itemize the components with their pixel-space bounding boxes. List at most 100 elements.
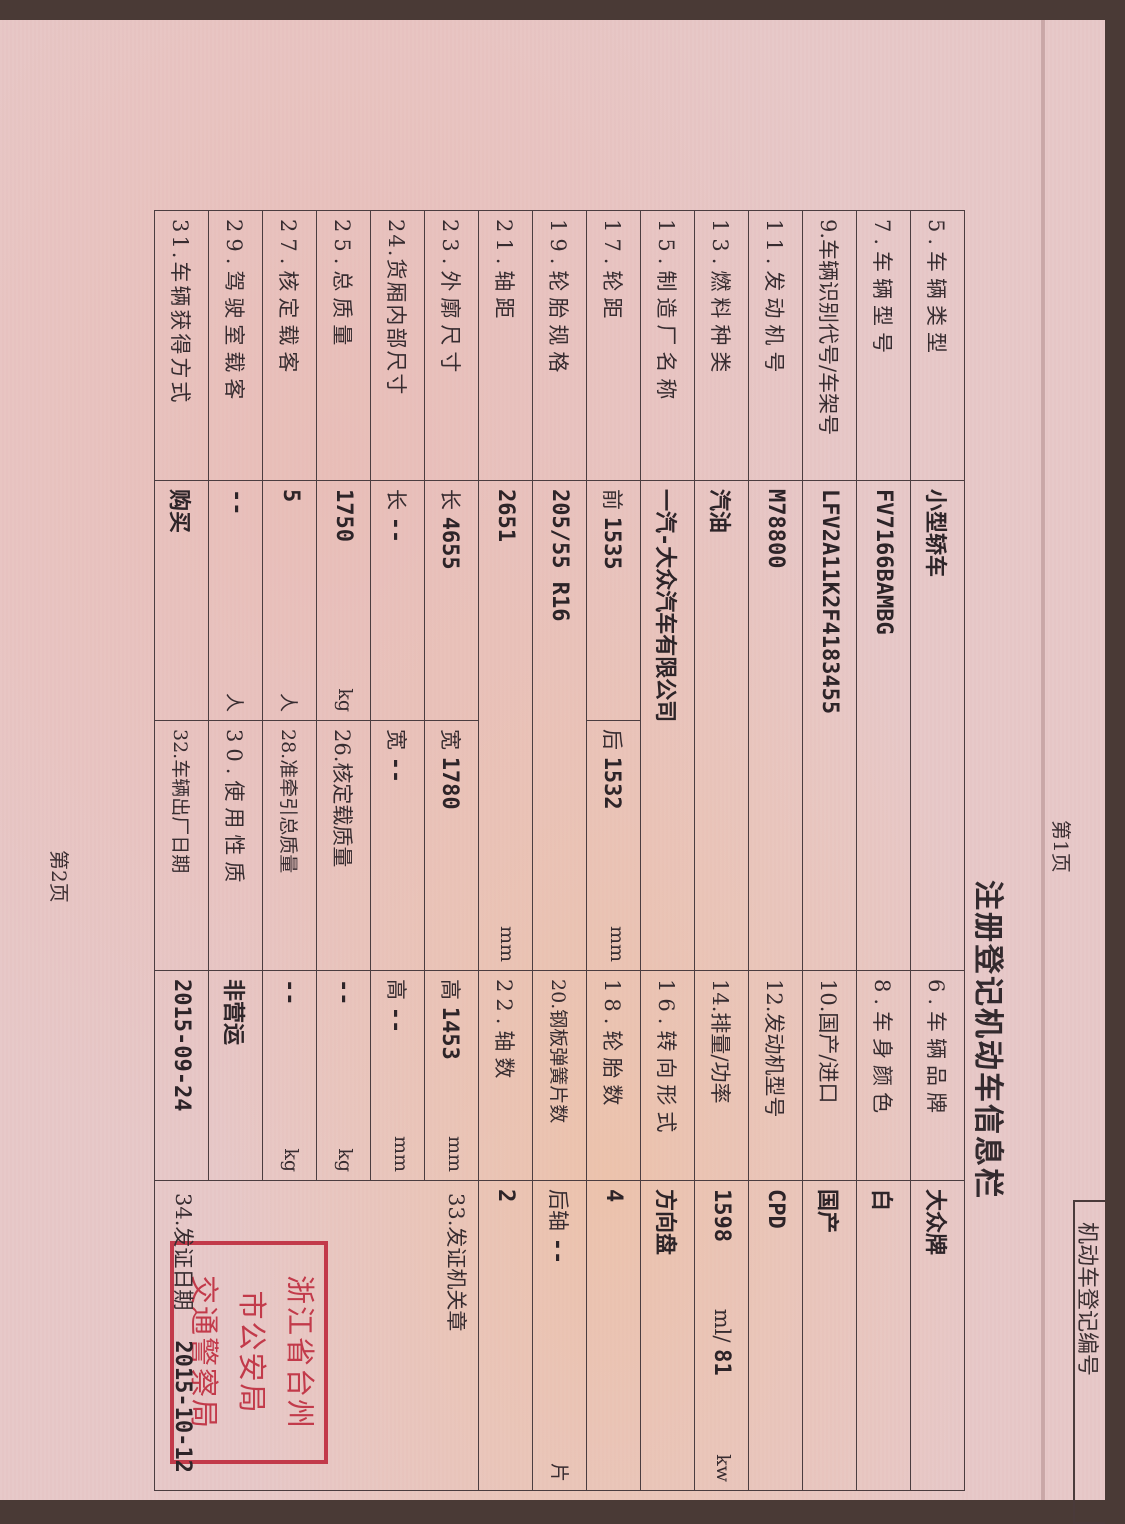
cargo-width: 宽 -- (370, 720, 425, 971)
leaf-spring-value: -- (545, 1237, 571, 1265)
acquisition-value: 购买 (154, 480, 209, 721)
height-value: 1453 (437, 1006, 463, 1060)
engine-no-value: M78800 (748, 480, 803, 971)
rated-load: -- kg (316, 970, 371, 1181)
unit: kw (712, 1454, 734, 1483)
engine-model-value: CPD (748, 1180, 803, 1491)
towing-mass: -- kg (262, 970, 317, 1181)
usage-value: 非营运 (208, 970, 263, 1181)
unit: kg (334, 688, 356, 712)
field-label: 19.轮胎规格 (532, 210, 587, 481)
width-value: 1780 (437, 756, 463, 810)
tire-spec-value: 205/55 R16 (532, 480, 587, 971)
wheelbase: 2651 mm (478, 480, 533, 971)
displacement-value: 1598 (709, 1189, 734, 1242)
table-row: 5.车辆类型 小型轿车 6.车辆品牌 大众牌 (910, 210, 965, 1491)
unit: mm (606, 925, 629, 963)
page-fold (1041, 20, 1045, 1500)
gross-mass-value: 1750 (331, 489, 356, 542)
length: 长 4655 (424, 480, 479, 721)
table-row: 17.轮距 前 1535 后 1532 mm 18.轮胎数 4 (586, 210, 641, 1491)
axle-count-value: 2 (478, 1180, 533, 1491)
unit: 人 (277, 692, 299, 712)
cargo-height: 高 -- mm (370, 970, 425, 1181)
field-label: 5.车辆类型 (910, 210, 965, 481)
cab-passengers: -- 人 (208, 480, 263, 721)
table-row: 21.轴距 2651 mm 22.轴数 2 (478, 210, 533, 1491)
width-label: 宽 (438, 729, 463, 750)
length-label: 长 (438, 489, 463, 510)
length-label: 长 (384, 489, 409, 510)
unit: mm (390, 1135, 413, 1173)
table-row: 15.制造厂名称 一汽-大众汽车有限公司 16.转向形式 方向盘 (640, 210, 695, 1491)
seal-line: 浙江省台州 (283, 1275, 317, 1431)
field-label: 18.轮胎数 (586, 970, 641, 1181)
cargo-height-value: -- (383, 1006, 409, 1034)
field-label: 27.核定载客 (262, 210, 317, 481)
fuel-value: 汽油 (694, 480, 749, 971)
field-label: 13.燃料种类 (694, 210, 749, 481)
rated-load-value: -- (331, 979, 356, 1006)
table-row: 19.轮胎规格 205/55 R16 20.钢板弹簧片数 后轴 -- 片 (532, 210, 587, 1491)
passengers-value: 5 (278, 489, 303, 503)
width: 宽 1780 (424, 720, 479, 971)
power-value: 81 (709, 1349, 734, 1376)
height-label: 高 (438, 979, 463, 1001)
field-label: 6.车辆品牌 (910, 970, 965, 1181)
issue-date-label: 34.发证日期 (171, 1193, 195, 1311)
field-label: 28.准牵引总质量 (262, 720, 317, 971)
field-label: 10.国产/进口 (802, 970, 857, 1181)
cab-passengers-value: -- (224, 489, 249, 516)
field-label: 30.使用性质 (208, 720, 263, 971)
color-value: 白 (856, 1180, 911, 1491)
vehicle-info-table: 5.车辆类型 小型轿车 6.车辆品牌 大众牌 7.车辆型号 FV7166BAMB… (154, 210, 965, 1491)
unit: kg (334, 1148, 356, 1173)
brand-value: 大众牌 (910, 1180, 965, 1491)
field-label: 8.车身颜色 (856, 970, 911, 1181)
field-label: 24.货厢内部尺寸 (370, 210, 425, 481)
field-label: 25.总质量 (316, 210, 371, 481)
vehicle-type-value: 小型轿车 (910, 480, 965, 971)
field-label: 12.发动机型号 (748, 970, 803, 1181)
displacement-power: 1598 ml/ 81 kw (694, 1180, 749, 1491)
field-label: 26.核定载质量 (316, 720, 371, 971)
table-row: 13.燃料种类 汽油 14.排量/功率 1598 ml/ 81 kw (694, 210, 749, 1491)
table-row: 9.车辆识别代号/车架号 LFV2A11K2F4183455 10.国产/进口 … (802, 210, 857, 1491)
issue-date-value: 2015-10-12 (170, 1340, 195, 1473)
axle-label: 后轴 (546, 1189, 571, 1232)
rear-track-value: 1532 (599, 756, 625, 810)
cargo-width-value: -- (383, 756, 409, 784)
table-row: 11.发动机号 M78800 12.发动机型号 CPD (748, 210, 803, 1491)
seal-line: 市公安局 (235, 1290, 269, 1415)
field-label: 21.轴距 (478, 210, 533, 481)
field-label: 15.制造厂名称 (640, 210, 695, 481)
field-label: 16.转向形式 (640, 970, 695, 1181)
registration-number-label: 机动车登记编号 (1074, 1222, 1099, 1377)
page-number-2: 第2页 (47, 850, 71, 903)
field-label: 31.车辆获得方式 (154, 210, 209, 481)
unit: mm (496, 925, 518, 963)
cargo-length: 长 -- (370, 480, 425, 721)
field-label: 17.轮距 (586, 210, 641, 481)
wheelbase-value: 2651 (493, 489, 518, 542)
steering-value: 方向盘 (640, 1180, 695, 1491)
length-value: 4655 (437, 516, 463, 570)
unit: kg (280, 1148, 302, 1173)
table-row: 7.车辆型号 FV7166BAMBG 8.车身颜色 白 (856, 210, 911, 1491)
field-label: 7.车辆型号 (856, 210, 911, 481)
registration-number-field: 机动车登记编号 (1073, 1200, 1105, 1524)
field-label: 29.驾驶室载客 (208, 210, 263, 481)
field-label: 11.发动机号 (748, 210, 803, 481)
manufacturer-value: 一汽-大众汽车有限公司 (640, 480, 695, 971)
tire-count-value: 4 (586, 1180, 641, 1491)
issuer-seal-label: 33.发证机关章 (444, 1193, 468, 1332)
manufacture-date-value: 2015-09-24 (154, 970, 209, 1181)
unit: ml/ (710, 1308, 734, 1343)
table-row: 23.外廓尺寸 长 4655 宽 1780 高 1453 mm 33.发证机关章 … (154, 210, 479, 1491)
issuer-block: 33.发证机关章 浙江省台州 市公安局 交通警察局 34.发证日期2015-10… (154, 1180, 479, 1491)
rear-label: 后 (600, 729, 625, 750)
field-label: 9.车辆识别代号/车架号 (802, 210, 857, 481)
unit: 片 (548, 1463, 571, 1483)
